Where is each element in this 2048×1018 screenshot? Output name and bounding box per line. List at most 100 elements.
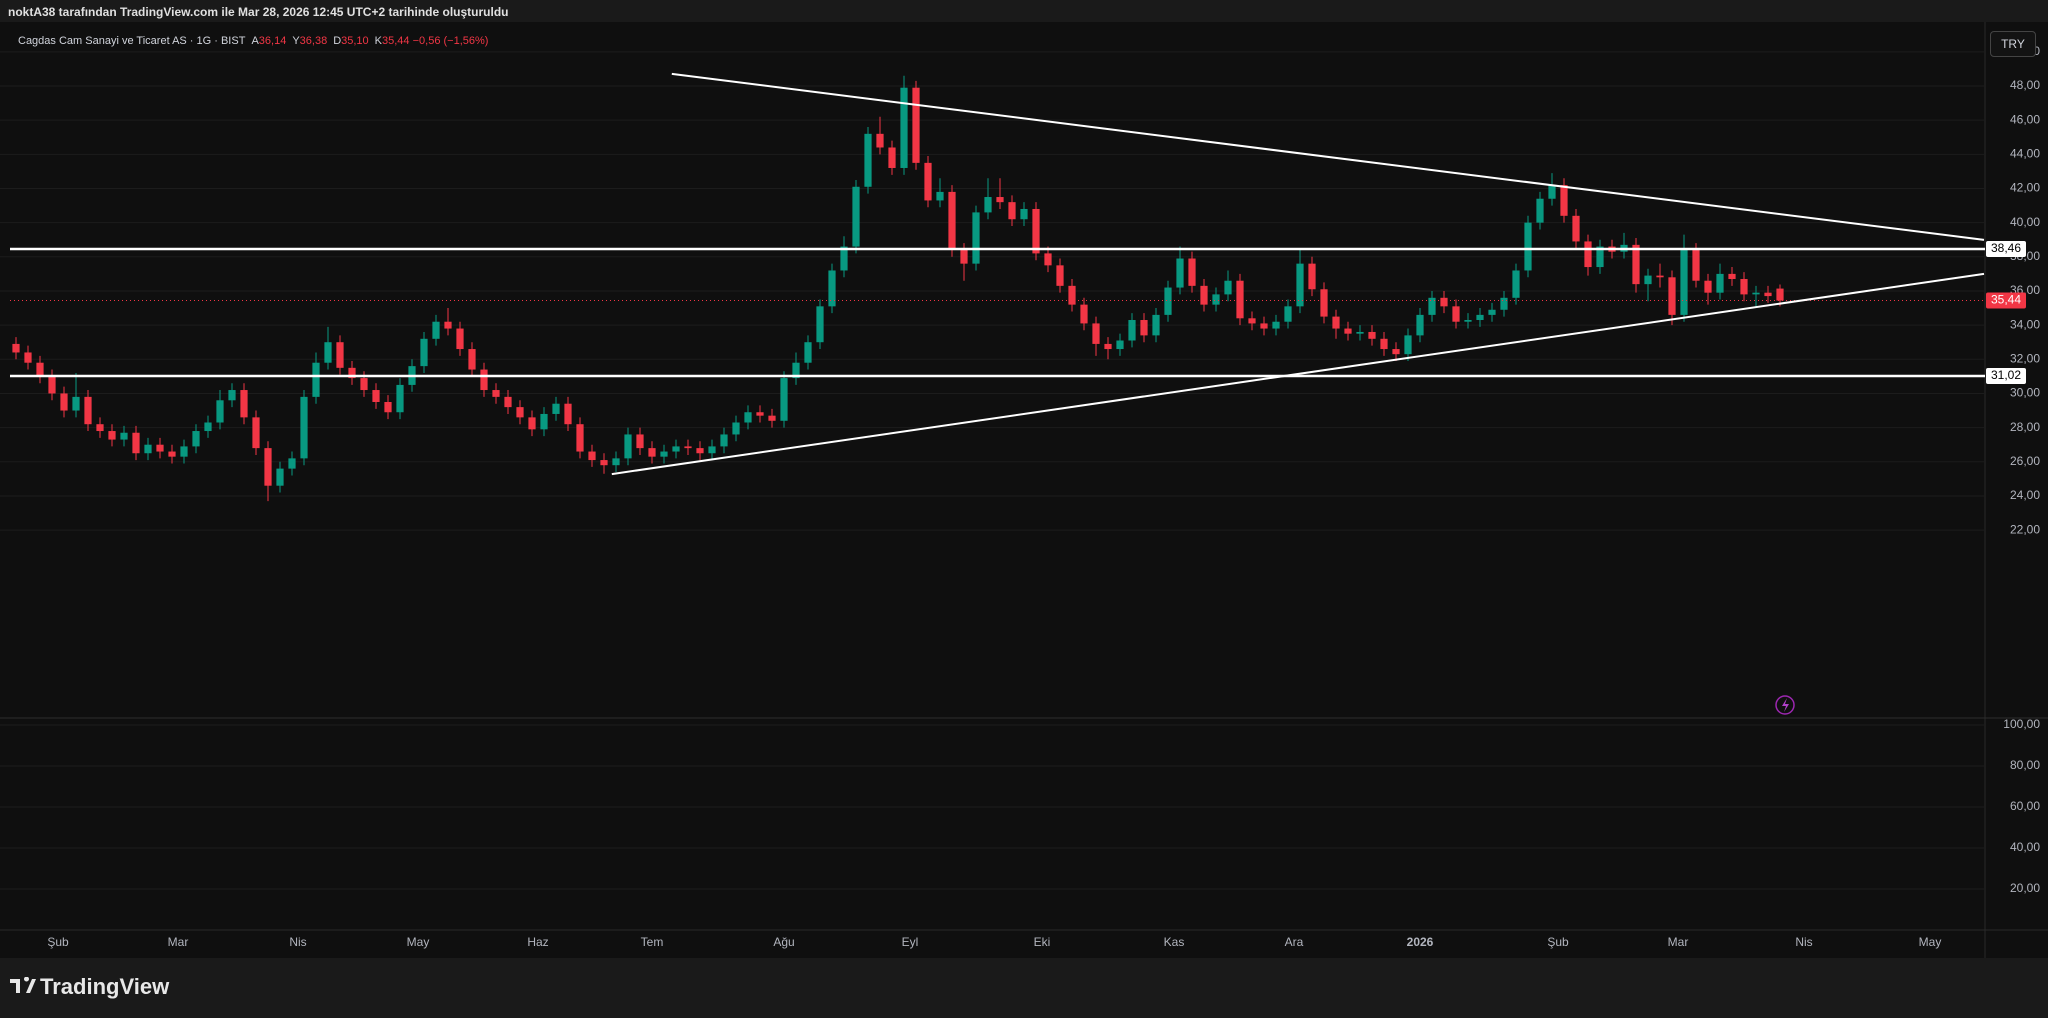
candle-body (1056, 265, 1064, 286)
candle-body (780, 378, 788, 421)
candle-body (840, 246, 848, 271)
candle-body (1020, 208, 1028, 220)
candle-body (1176, 258, 1184, 288)
candle-body (1668, 277, 1676, 315)
candle-body (504, 396, 512, 408)
chart-bg (0, 22, 2048, 958)
candle-body (984, 197, 992, 213)
candle-body (1656, 275, 1664, 278)
candle-body (1104, 343, 1112, 350)
logo: TradingView (40, 974, 170, 999)
candle-body (1752, 292, 1760, 295)
candle-body (1128, 320, 1136, 341)
candle-body (1536, 198, 1544, 223)
x-tick-label: Eyl (902, 935, 919, 949)
x-tick-label: Tem (641, 935, 664, 949)
candle-body (1332, 316, 1340, 329)
change: −0,56 (−1,56%) (412, 35, 489, 47)
candle-body (108, 431, 116, 440)
candle-body (1776, 288, 1784, 301)
y-tick-label: 80,00 (2010, 758, 2040, 772)
candle-body (1236, 280, 1244, 319)
candle-body (420, 338, 428, 367)
y-tick-label: 48,00 (2010, 78, 2040, 92)
candle-body (1404, 335, 1412, 355)
candle-body (1260, 323, 1268, 329)
y-tick-label: 46,00 (2010, 112, 2040, 126)
last-price-label: 35,44 (1991, 293, 2021, 307)
candle-body (360, 378, 368, 391)
candle-body (1296, 263, 1304, 307)
candle-body (444, 321, 452, 329)
level-label-bg (1986, 240, 2026, 257)
candle-body (552, 403, 560, 414)
ohlc-key: K (374, 35, 383, 47)
y-tick-label: 24,00 (2010, 488, 2040, 502)
candle-body (60, 393, 68, 411)
candle-body (120, 432, 128, 440)
candle-body (864, 133, 872, 187)
last-price-bg (1986, 292, 2026, 309)
candle-body (456, 328, 464, 350)
candle-body (1212, 294, 1220, 305)
candle-body (792, 362, 800, 379)
candle-body (1044, 253, 1052, 266)
candle-body (432, 321, 440, 339)
candle-body (1152, 314, 1160, 336)
candle-body (96, 424, 104, 432)
candle-body (660, 451, 668, 457)
candle-body (1452, 306, 1460, 322)
x-tick-label: Mar (1668, 935, 1689, 949)
candle-body (384, 401, 392, 413)
candle-body (300, 396, 308, 459)
candle-body (1764, 292, 1772, 297)
y-tick-label: 22,00 (2010, 522, 2040, 536)
candle-body (168, 451, 176, 457)
candle-body (696, 448, 704, 454)
candle-body (276, 468, 284, 486)
candle-body (480, 369, 488, 391)
candle-body (600, 460, 608, 466)
y-tick-label: 30,00 (2010, 386, 2040, 400)
x-tick-label: May (407, 935, 430, 949)
candle-body (1380, 338, 1388, 350)
candle-body (1644, 275, 1652, 285)
candle-body (852, 186, 860, 247)
candle-body (1476, 314, 1484, 321)
candle-body (1416, 314, 1424, 336)
alert-icon[interactable] (1775, 695, 1795, 715)
candle-body (1572, 215, 1580, 242)
candle-body (1488, 309, 1496, 315)
candle-body (1500, 297, 1508, 310)
x-tick-label: Ara (1285, 935, 1304, 949)
x-tick-label: Kas (1164, 935, 1185, 949)
candle-body (36, 362, 44, 377)
candle-body (1356, 331, 1364, 334)
currency-button[interactable]: TRY (1990, 31, 2036, 57)
level-label: 31,02 (1991, 368, 2021, 382)
candle-body (348, 367, 356, 379)
y-tick-label: 20,00 (2010, 881, 2040, 895)
ohlc-key: A (251, 35, 259, 47)
candle-body (972, 212, 980, 264)
y-tick-label: 100,00 (2003, 717, 2040, 731)
y-tick-label: 60,00 (2010, 799, 2040, 813)
y-tick-label: 40,00 (2010, 840, 2040, 854)
candle-body (492, 390, 500, 397)
candle-body (1032, 208, 1040, 254)
trend-line (611, 272, 1985, 476)
y-tick-label: 28,00 (2010, 420, 2040, 434)
ohlc-value: 35,44 (382, 35, 410, 47)
y-tick-label: 34,00 (2010, 317, 2040, 331)
candle-body (708, 446, 716, 454)
candle-body (924, 162, 932, 201)
candle-body (900, 87, 908, 168)
candle-body (228, 390, 236, 401)
candle-body (288, 458, 296, 469)
ohlc-value: 36,14 (258, 35, 287, 47)
candle-body (324, 342, 332, 363)
candle-body (1080, 304, 1088, 324)
candle-body (720, 434, 728, 447)
candle-body (804, 342, 812, 363)
candle-body (1392, 349, 1400, 355)
